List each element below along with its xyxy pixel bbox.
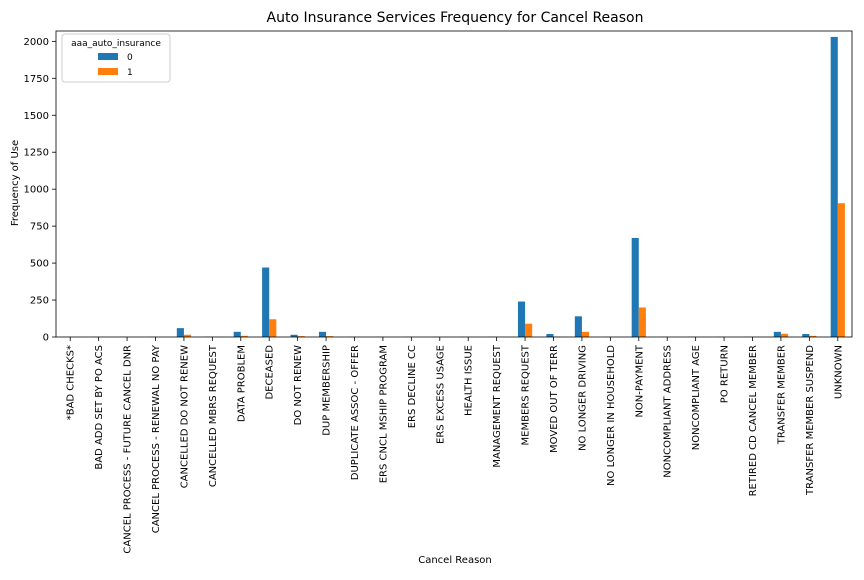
x-tick-label-0: *BAD CHECKS*	[66, 345, 77, 420]
x-tick-label-12: ERS DECLINE CC	[407, 345, 418, 428]
bar-series-0-7	[262, 268, 269, 337]
x-tick-label-18: NO LONGER DRIVING	[577, 345, 588, 451]
x-tick-label-23: PO RETURN	[720, 345, 731, 403]
x-tick-label-11: ERS CNCL MSHIP PROGRAM	[378, 345, 389, 483]
axes-frame	[56, 31, 852, 337]
chart-title: Auto Insurance Services Frequency for Ca…	[267, 10, 644, 26]
y-tick-label-8: 2000	[24, 37, 49, 48]
y-axis-label: Frequency of Use	[10, 140, 21, 226]
y-tick-label-2: 500	[30, 259, 49, 270]
x-tick-label-24: RETIRED CD CANCEL MEMBER	[748, 345, 759, 496]
x-tick-label-8: DO NOT RENEW	[293, 345, 304, 425]
bar-series-1-20	[639, 307, 646, 337]
x-tick-label-22: NONCOMPLIANT AGE	[691, 345, 702, 450]
x-tick-label-2: CANCEL PROCESS - FUTURE CANCEL DNR	[123, 345, 134, 554]
bar-series-0-17	[546, 334, 553, 337]
x-tick-label-26: TRANSFER MEMBER SUSPEND	[805, 345, 816, 496]
bar-series-1-18	[582, 332, 589, 337]
x-tick-label-16: MEMBERS REQUEST	[521, 344, 532, 445]
x-tick-label-9: DUP MEMBERSHIP	[322, 345, 333, 436]
plot-area: 0 250 500 750 1000 1250 1500 1750 2000 *BAD CHECK…	[24, 31, 852, 554]
x-tick-label-6: DATA PROBLEM	[236, 345, 247, 422]
x-tick-label-5: CANCELLED MBRS REQUEST	[208, 344, 219, 487]
x-tick-label-1: BAD ADD SET BY PO ACS	[94, 345, 105, 470]
x-tick-label-10: DUPLICATE ASSOC - OFFER	[350, 345, 361, 480]
x-tick-label-25: TRANSFER MEMBER	[776, 345, 787, 445]
x-tick-label-27: UNKNOWN	[833, 345, 844, 399]
bar-series-0-9	[319, 332, 326, 337]
x-tick-label-17: MOVED OUT OF TERR	[549, 345, 560, 453]
legend: aaa_auto_insurance 0 1	[62, 34, 170, 82]
y-tick-label-1: 250	[30, 296, 49, 307]
legend-label-0: 0	[127, 53, 133, 63]
bar-series-1-16	[525, 324, 532, 337]
x-axis-label: Cancel Reason	[418, 555, 492, 566]
y-tick-label-6: 1500	[24, 111, 49, 122]
legend-swatch-1	[98, 68, 118, 75]
bar-series-1-7	[269, 319, 276, 337]
legend-label-1: 1	[127, 68, 133, 78]
bar-series-0-4	[177, 328, 184, 337]
x-tick-label-14: HEALTH ISSUE	[464, 345, 475, 416]
y-tick-label-0: 0	[43, 333, 49, 344]
legend-title: aaa_auto_insurance	[71, 39, 161, 49]
bar-series-0-26	[802, 334, 809, 337]
x-tick-label-20: NON-PAYMENT	[634, 344, 645, 417]
x-tick-label-21: NONCOMPLIANT ADDRESS	[663, 345, 674, 478]
x-tick-label-4: CANCELLED DO NOT RENEW	[179, 345, 190, 488]
x-tick-label-13: ERS EXCESS USAGE	[435, 345, 446, 444]
x-tick-label-3: CANCEL PROCESS - RENEWAL NO PAY	[151, 344, 162, 533]
bar-series-0-6	[234, 332, 241, 337]
bar-series-0-27	[831, 37, 838, 337]
legend-swatch-0	[98, 53, 118, 60]
bar-series-0-25	[774, 332, 781, 337]
y-tick-label-7: 1750	[24, 74, 49, 85]
x-tick-label-19: NO LONGER IN HOUSEHOLD	[606, 345, 617, 486]
x-tick-label-7: DECEASED	[265, 345, 276, 400]
bar-series-0-16	[518, 302, 525, 337]
y-tick-label-4: 1000	[24, 185, 49, 196]
y-tick-label-3: 750	[30, 222, 49, 233]
bar-series-1-27	[838, 203, 845, 337]
x-tick-label-15: MANAGEMENT REQUEST	[492, 344, 503, 468]
y-tick-label-5: 1250	[24, 148, 49, 159]
bar-series-1-25	[781, 334, 788, 337]
bar-series-0-20	[632, 238, 639, 337]
bar-series-0-18	[575, 316, 582, 337]
